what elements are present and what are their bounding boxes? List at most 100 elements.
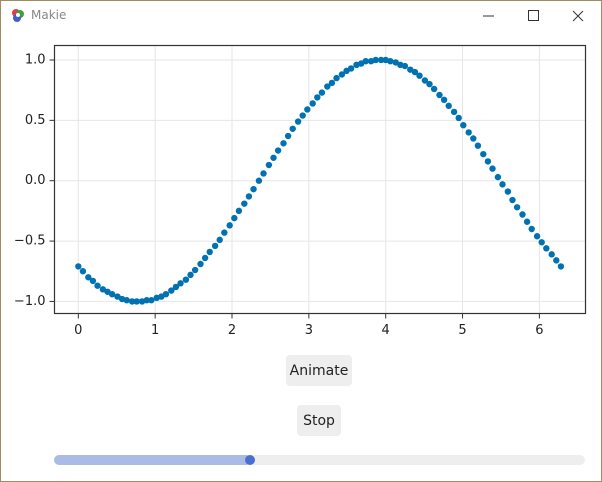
maximize[interactable] <box>528 10 539 21</box>
point <box>108 290 116 298</box>
point <box>436 91 443 99</box>
point <box>255 177 263 184</box>
point <box>270 154 277 161</box>
point <box>187 271 194 279</box>
y-tick-label: 0.0 <box>25 173 46 188</box>
chart: 1.0 0.5 0.0 −0.5 −1.0 0 1 2 3 4 5 6 <box>14 44 587 338</box>
point <box>75 263 82 270</box>
point <box>426 80 433 88</box>
point <box>123 297 130 304</box>
point <box>445 102 452 110</box>
point <box>216 236 223 244</box>
point <box>260 170 267 177</box>
point <box>85 274 92 281</box>
point <box>465 129 472 136</box>
point <box>474 142 482 149</box>
point <box>416 72 423 79</box>
point <box>168 287 175 294</box>
slider-fill <box>54 455 251 465</box>
slider-track[interactable] <box>54 455 585 465</box>
point <box>172 283 180 291</box>
point <box>133 298 140 305</box>
x-tick-label: 5 <box>458 323 466 338</box>
point <box>235 207 243 215</box>
point <box>377 56 385 64</box>
point <box>543 245 550 252</box>
point <box>430 85 438 93</box>
point <box>548 251 555 258</box>
point <box>499 181 506 188</box>
point <box>197 260 204 268</box>
point <box>182 276 190 283</box>
slider-knob[interactable] <box>245 455 255 465</box>
x-tick-label: 4 <box>382 323 390 338</box>
window-title: Makie <box>31 8 67 22</box>
point <box>128 298 136 305</box>
point <box>421 77 429 84</box>
point <box>265 161 273 169</box>
point <box>450 108 458 116</box>
point <box>309 100 316 107</box>
x-tick-label: 2 <box>228 323 236 338</box>
point <box>538 239 545 246</box>
point <box>347 65 355 72</box>
point <box>494 173 502 181</box>
point <box>324 83 331 90</box>
point <box>455 114 462 122</box>
point <box>362 57 369 65</box>
point <box>484 158 492 165</box>
point <box>231 214 238 222</box>
x-tick-label: 0 <box>74 323 82 338</box>
point <box>489 165 496 172</box>
y-tick-label: 0.5 <box>25 113 46 128</box>
point <box>245 193 253 200</box>
point <box>533 233 541 240</box>
point <box>284 132 292 140</box>
title-bar: Makie <box>1 1 601 31</box>
button[interactable]: Stop <box>297 405 341 436</box>
point <box>89 277 97 285</box>
point <box>338 71 346 78</box>
point <box>206 248 213 256</box>
point <box>387 57 394 65</box>
point <box>333 74 340 82</box>
point <box>314 94 321 101</box>
point <box>523 218 531 225</box>
point <box>480 150 487 158</box>
point <box>440 96 448 104</box>
plot-frame <box>53 44 587 315</box>
point <box>162 290 170 298</box>
point <box>221 229 228 236</box>
x-tick-label: 1 <box>151 323 159 338</box>
point <box>274 147 282 154</box>
point <box>318 89 326 96</box>
point <box>294 118 302 125</box>
x-tick-label: 3 <box>305 323 313 338</box>
point <box>289 125 296 132</box>
point <box>513 204 521 211</box>
point <box>519 211 526 218</box>
point <box>201 254 209 262</box>
point <box>299 112 306 119</box>
point <box>79 268 87 275</box>
close[interactable] <box>572 10 584 22</box>
point <box>557 263 565 270</box>
point <box>143 297 150 304</box>
point <box>211 242 219 250</box>
point <box>401 62 409 70</box>
x-tick-label: 6 <box>535 323 543 338</box>
point <box>241 200 248 207</box>
point <box>328 79 336 87</box>
point <box>553 257 560 264</box>
point <box>504 188 512 195</box>
point <box>470 135 477 142</box>
point <box>304 106 311 113</box>
y-tick-label: 1.0 <box>25 52 46 67</box>
point <box>509 196 516 204</box>
window-controls <box>483 10 584 22</box>
button[interactable]: Animate <box>286 355 352 386</box>
point <box>250 185 257 193</box>
point <box>177 280 184 287</box>
point <box>280 140 287 147</box>
